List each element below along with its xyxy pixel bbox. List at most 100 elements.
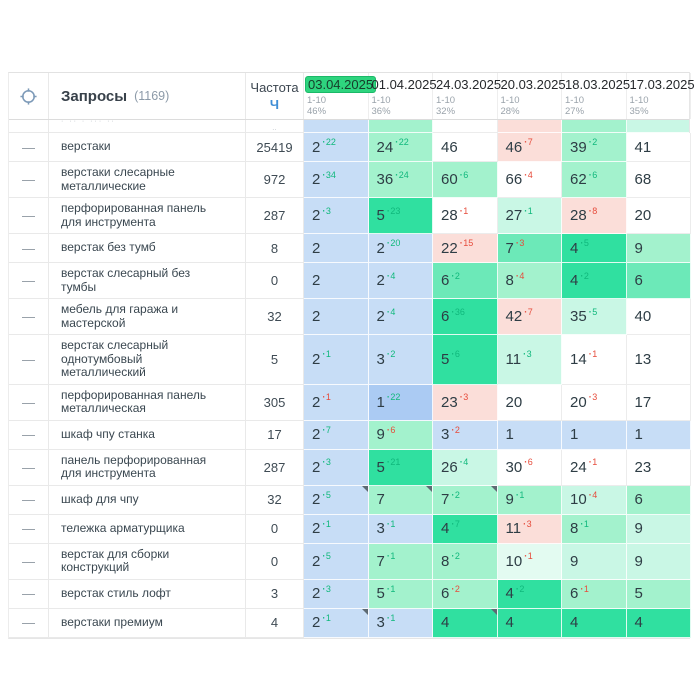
- queries-column-header[interactable]: Запросы (1169): [49, 73, 246, 119]
- drag-handle[interactable]: —: [22, 427, 35, 442]
- position-cell[interactable]: 56: [433, 335, 498, 385]
- position-cell[interactable]: 32: [368, 335, 433, 385]
- position-cell[interactable]: 45: [562, 234, 627, 263]
- position-cell[interactable]: 73: [497, 234, 562, 263]
- position-cell[interactable]: 5: [626, 579, 691, 609]
- date-label[interactable]: 24.03.2025: [436, 77, 502, 92]
- position-cell[interactable]: 4: [497, 608, 562, 638]
- position-cell[interactable]: 42: [497, 579, 562, 609]
- frequency-unit[interactable]: Ч: [269, 97, 280, 112]
- position-cell[interactable]: 46: [433, 133, 498, 162]
- position-cell[interactable]: 141: [562, 335, 627, 385]
- position-cell[interactable]: 101: [497, 543, 562, 580]
- position-cell[interactable]: [368, 120, 433, 133]
- position-cell[interactable]: 27: [304, 420, 369, 450]
- query-label[interactable]: шкаф для чпу: [61, 491, 139, 506]
- position-cell[interactable]: 3624: [368, 162, 433, 198]
- position-cell[interactable]: 4: [562, 608, 627, 638]
- query-label[interactable]: верстаки слесарные металлические: [61, 165, 175, 193]
- drag-handle[interactable]: [9, 120, 49, 133]
- position-cell[interactable]: [304, 120, 369, 133]
- position-cell[interactable]: 23: [626, 449, 691, 486]
- position-cell[interactable]: 467: [497, 133, 562, 162]
- date-label[interactable]: 17.03.2025: [629, 77, 695, 92]
- position-cell[interactable]: 241: [562, 449, 627, 486]
- query-label[interactable]: шкаф чпу станка: [61, 426, 155, 441]
- position-cell[interactable]: 392: [562, 133, 627, 162]
- position-cell[interactable]: 23: [304, 579, 369, 609]
- position-cell[interactable]: 2: [304, 299, 369, 335]
- position-cell[interactable]: 264: [433, 449, 498, 486]
- position-cell[interactable]: 72: [433, 485, 498, 515]
- position-cell[interactable]: 636: [433, 299, 498, 335]
- position-cell[interactable]: 664: [497, 162, 562, 198]
- position-cell[interactable]: 25: [304, 485, 369, 515]
- drag-handle[interactable]: —: [22, 521, 35, 536]
- drag-handle[interactable]: —: [22, 273, 35, 288]
- position-cell[interactable]: 96: [368, 420, 433, 450]
- position-cell[interactable]: 203: [562, 384, 627, 421]
- position-cell[interactable]: 306: [497, 449, 562, 486]
- target-column-header[interactable]: [9, 73, 49, 119]
- drag-handle[interactable]: —: [22, 351, 35, 367]
- position-cell[interactable]: 104: [562, 485, 627, 515]
- column-header-date[interactable]: 01.04.2025 1-10 36%: [369, 73, 437, 119]
- drag-handle[interactable]: —: [22, 208, 35, 223]
- drag-handle[interactable]: —: [22, 492, 35, 507]
- target-icon[interactable]: [19, 87, 38, 106]
- position-cell[interactable]: 521: [368, 449, 433, 486]
- position-cell[interactable]: 220: [368, 234, 433, 263]
- position-cell[interactable]: 62: [433, 263, 498, 299]
- position-cell[interactable]: 1: [626, 420, 691, 450]
- position-cell[interactable]: 42: [562, 263, 627, 299]
- position-cell[interactable]: 21: [304, 384, 369, 421]
- position-cell[interactable]: 31: [368, 608, 433, 638]
- drag-handle[interactable]: —: [22, 309, 35, 324]
- position-cell[interactable]: 9: [626, 514, 691, 544]
- position-cell[interactable]: 9: [626, 543, 691, 580]
- query-cell[interactable]: · ·· · ··· ··: [49, 120, 246, 133]
- position-cell[interactable]: 91: [497, 485, 562, 515]
- query-label[interactable]: мебель для гаража и мастерской: [61, 302, 179, 330]
- position-cell[interactable]: 20: [497, 384, 562, 421]
- position-cell[interactable]: 17: [626, 384, 691, 421]
- position-cell[interactable]: 7: [368, 485, 433, 515]
- position-cell[interactable]: 6: [626, 485, 691, 515]
- column-header-date[interactable]: 03.04.2025 1-10 46%: [304, 73, 377, 119]
- position-cell[interactable]: 84: [497, 263, 562, 299]
- column-header-date[interactable]: 17.03.2025 1-10 35%: [627, 73, 695, 119]
- drag-handle[interactable]: —: [22, 240, 35, 256]
- position-cell[interactable]: 606: [433, 162, 498, 198]
- position-cell[interactable]: 113: [497, 514, 562, 544]
- query-label[interactable]: верстак без тумб: [61, 240, 156, 255]
- position-cell[interactable]: 9: [626, 234, 691, 263]
- drag-handle[interactable]: —: [22, 553, 35, 569]
- position-cell[interactable]: 626: [562, 162, 627, 198]
- position-cell[interactable]: 24: [368, 263, 433, 299]
- position-cell[interactable]: 20: [626, 198, 691, 234]
- position-cell[interactable]: 6: [626, 263, 691, 299]
- query-label[interactable]: верстаки: [61, 139, 111, 154]
- position-cell[interactable]: 41: [626, 133, 691, 162]
- frequency-column-header[interactable]: Частота Ч: [246, 73, 304, 119]
- drag-handle[interactable]: —: [22, 615, 35, 630]
- query-label[interactable]: верстак стиль лофт: [61, 585, 171, 600]
- position-cell[interactable]: [626, 120, 689, 133]
- position-cell[interactable]: [433, 120, 498, 133]
- position-cell[interactable]: 71: [368, 543, 433, 580]
- position-cell[interactable]: 288: [562, 198, 627, 234]
- position-cell[interactable]: 113: [497, 335, 562, 385]
- query-label[interactable]: перфорированная панель для инструмента: [61, 201, 207, 229]
- drag-handle[interactable]: —: [22, 586, 35, 601]
- position-cell[interactable]: 32: [433, 420, 498, 450]
- query-label[interactable]: верстак для сборки конструкций: [61, 546, 170, 574]
- position-cell[interactable]: 51: [368, 579, 433, 609]
- position-cell[interactable]: 122: [368, 384, 433, 421]
- position-cell[interactable]: 68: [626, 162, 691, 198]
- position-cell[interactable]: 2422: [368, 133, 433, 162]
- date-label[interactable]: 20.03.2025: [500, 77, 566, 92]
- position-cell[interactable]: 62: [433, 579, 498, 609]
- column-header-date[interactable]: 18.03.2025 1-10 27%: [562, 73, 631, 119]
- queries-label[interactable]: Запросы: [61, 87, 128, 105]
- date-label[interactable]: 18.03.2025: [565, 77, 631, 92]
